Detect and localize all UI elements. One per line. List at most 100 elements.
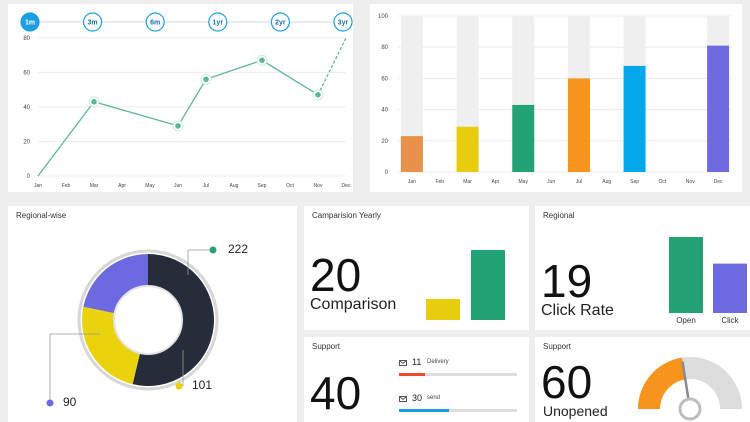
x-tick-label: Aug: [230, 183, 239, 189]
y-tick-label: 100: [378, 14, 389, 20]
support-row-count: 11: [412, 357, 422, 367]
x-tick-label: Apr: [492, 179, 500, 185]
regional-value: 19: [541, 255, 593, 307]
svg-text:3yr: 3yr: [338, 20, 349, 27]
x-tick-label: Jul: [203, 183, 209, 189]
svg-text:1yr: 1yr: [213, 20, 224, 27]
callout-dot: [46, 399, 54, 407]
line-projection: [317, 37, 347, 96]
donut-chart: 222 101 90: [46, 242, 248, 409]
unopened-card: Support 60 Unopened: [535, 337, 750, 422]
x-tick-label: Jan: [34, 183, 42, 189]
regional-bar[interactable]: [713, 263, 747, 313]
support-row: 11 Delivery: [399, 357, 519, 389]
bar[interactable]: [567, 78, 590, 172]
x-tick-label: Oct: [659, 179, 667, 185]
bar[interactable]: [456, 126, 479, 172]
x-tick-label: Jul: [576, 179, 582, 185]
support-title: Support: [312, 342, 341, 351]
comparison-bar[interactable]: [426, 299, 460, 320]
comparison-bar[interactable]: [471, 250, 505, 320]
bar[interactable]: [707, 45, 730, 172]
donut-slice[interactable]: [83, 254, 148, 314]
support-value: 40: [310, 367, 362, 419]
comparison-label: Comparison: [310, 296, 397, 313]
range-tab-3yr[interactable]: 3yr: [333, 12, 353, 32]
gauge-hub: [678, 397, 702, 421]
svg-text:3m: 3m: [88, 20, 98, 27]
y-tick-label: 80: [381, 45, 388, 51]
regional-bar[interactable]: [669, 237, 703, 313]
regional-title: Regional: [543, 211, 575, 220]
y-tick-label: 60: [23, 70, 30, 76]
x-tick-label: Nov: [686, 179, 695, 185]
callout-label: 222: [228, 242, 248, 256]
support-row-count: 30: [412, 393, 423, 403]
y-tick-label: 60: [381, 76, 388, 82]
progress-track: [399, 409, 517, 412]
unopened-value: 60: [541, 356, 593, 408]
y-tick-label: 0: [27, 174, 31, 180]
comparison-value: 20: [310, 249, 362, 301]
progress-fill: [399, 373, 425, 376]
bar[interactable]: [400, 136, 423, 172]
line-point[interactable]: [175, 123, 181, 129]
callout-line: [49, 333, 100, 402]
progress-track: [399, 373, 517, 376]
line-point[interactable]: [91, 98, 97, 105]
support-row-text: Delivery: [427, 359, 449, 365]
y-tick-label: 80: [23, 36, 30, 42]
comparison-card: Camparision Yearly 20 Comparison: [304, 206, 529, 330]
svg-text:2yr: 2yr: [275, 20, 286, 27]
bar-chart: 0 20 40 60 80 100 Jan Feb Mar Apr May Jun Jul Aug Sep O…: [378, 14, 732, 185]
range-tab-1m[interactable]: 1m: [20, 12, 40, 32]
callout-dot: [209, 246, 217, 254]
x-tick-label: May: [145, 183, 155, 189]
line-point[interactable]: [315, 92, 321, 98]
range-tab-2yr[interactable]: 2yr: [270, 12, 290, 32]
x-tick-label: Jan: [408, 179, 416, 185]
bar[interactable]: [623, 65, 646, 172]
donut-hole: [113, 285, 183, 355]
line-series: [37, 59, 319, 177]
y-tick-label: 40: [23, 105, 30, 111]
bar[interactable]: [512, 104, 535, 172]
gauge-fill: [638, 357, 686, 409]
line-chart: 1m 3m 6m 1yr 2yr 3yr 0 20 40 60 80 Jan Feb Mar Apr May J…: [20, 12, 353, 189]
progress-fill: [399, 409, 449, 412]
x-tick-label: May: [519, 179, 529, 185]
x-tick-label: Aug: [602, 179, 611, 185]
regional-label: Click Rate: [541, 302, 614, 319]
range-tab-1yr[interactable]: 1yr: [208, 12, 228, 32]
line-point[interactable]: [203, 76, 209, 83]
donut-ring: [77, 249, 219, 391]
regional-bars: Open Click: [669, 237, 747, 325]
mail-icon: [399, 360, 407, 366]
comparison-bars: [426, 250, 505, 320]
regional-wise-title: Regional-wise: [16, 211, 67, 220]
x-tick-label: Jun: [547, 179, 555, 185]
line-chart-card: 1m 3m 6m 1yr 2yr 3yr 0 20 40 60 80 Jan Feb Mar Apr May J…: [8, 4, 353, 192]
x-tick-label: Feb: [62, 183, 71, 189]
support-row-text: send: [427, 395, 441, 401]
support-row: 30 send: [399, 393, 519, 422]
x-tick-label: Dec: [342, 183, 351, 189]
x-tick-label: Mar: [463, 179, 472, 185]
line-point[interactable]: [259, 57, 265, 64]
callout-dot: [175, 382, 183, 390]
regional-card: Regional 19 Click Rate Open Click: [535, 206, 750, 330]
donut-slice[interactable]: [132, 254, 215, 386]
support-card: Support 40 11 Delivery 30 send: [304, 337, 529, 422]
callout-label: 90: [63, 395, 77, 409]
donut-slice[interactable]: [82, 306, 141, 385]
unopened-label: Unopened: [543, 403, 608, 419]
y-tick-label: 40: [381, 108, 388, 114]
x-tick-label: Sep: [630, 179, 639, 185]
x-tick-label: Feb: [435, 179, 444, 185]
range-tab-3m[interactable]: 3m: [82, 12, 103, 32]
x-tick-label: Jun: [174, 183, 182, 189]
unopened-title: Support: [543, 342, 572, 351]
range-tab-6m[interactable]: 6m: [145, 12, 165, 32]
comparison-title: Camparision Yearly: [312, 211, 381, 220]
x-tick-label: Nov: [314, 183, 323, 189]
